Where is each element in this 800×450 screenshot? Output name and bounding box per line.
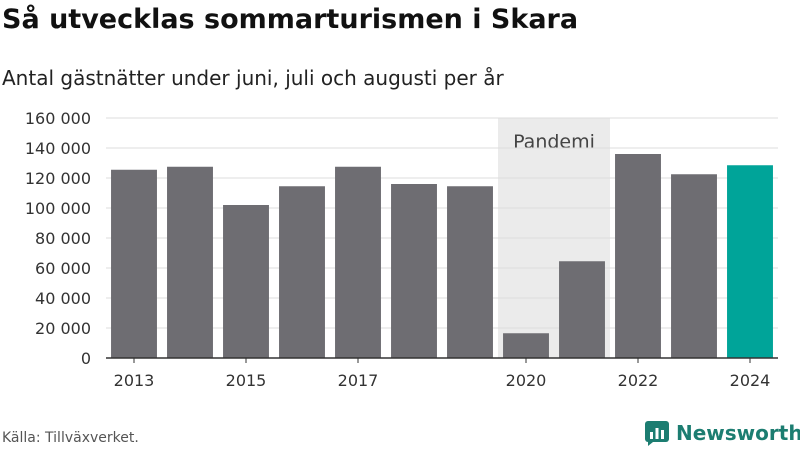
bar-chart-logo-icon [645, 421, 669, 446]
y-tick-label: 20 000 [35, 319, 91, 338]
x-tick-label: 2024 [730, 371, 771, 390]
bar-2021 [559, 261, 605, 358]
pandemic-band-label: Pandemi [513, 131, 595, 153]
bar-2023 [671, 174, 717, 358]
y-tick-label: 0 [81, 349, 91, 368]
chart-title: Så utvecklas sommarturismen i Skara [2, 4, 579, 35]
bar-2024 [727, 165, 773, 358]
bar-2019 [447, 186, 493, 358]
bar-2015 [223, 205, 269, 358]
y-tick-label: 120 000 [25, 169, 91, 188]
bar-2017 [335, 166, 381, 358]
bar-2018 [391, 184, 437, 358]
chart-subtitle: Antal gästnätter under juni, juli och au… [2, 66, 504, 90]
y-tick-label: 60 000 [35, 259, 91, 278]
x-tick-label: 2015 [226, 371, 267, 390]
x-tick-label: 2013 [114, 371, 155, 390]
y-tick-label: 160 000 [25, 109, 91, 128]
y-tick-label: 80 000 [35, 229, 91, 248]
source-note: Källa: Tillväxverket. [2, 430, 139, 446]
y-tick-label: 40 000 [35, 289, 91, 308]
x-tick-label: 2020 [506, 371, 547, 390]
bar-2013 [111, 169, 157, 358]
brand-name: Newsworthy [676, 421, 800, 445]
bar-2022 [615, 154, 661, 358]
bar-2016 [279, 186, 325, 358]
bar-2020 [503, 333, 549, 358]
y-tick-label: 140 000 [25, 139, 91, 158]
brand-logo: Newsworthy [644, 420, 800, 446]
bar-2014 [167, 166, 213, 358]
x-tick-label: 2017 [338, 371, 379, 390]
x-tick-label: 2022 [618, 371, 659, 390]
y-tick-label: 100 000 [25, 199, 91, 218]
